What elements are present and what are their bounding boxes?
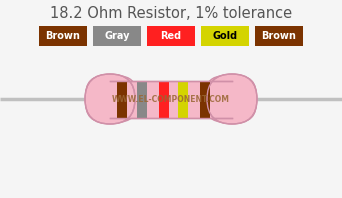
Bar <box>110 81 232 117</box>
Text: Red: Red <box>160 31 182 41</box>
Bar <box>39 26 87 46</box>
Bar <box>93 26 141 46</box>
Bar <box>255 26 303 46</box>
FancyBboxPatch shape <box>206 76 256 122</box>
Bar <box>137 81 147 117</box>
Bar <box>201 26 249 46</box>
Bar <box>117 81 127 117</box>
Bar <box>114 81 228 117</box>
Text: Gold: Gold <box>212 31 238 41</box>
Bar <box>147 26 195 46</box>
Text: Brown: Brown <box>45 31 80 41</box>
Text: Gray: Gray <box>104 31 130 41</box>
Text: Brown: Brown <box>262 31 297 41</box>
FancyBboxPatch shape <box>207 74 257 124</box>
Bar <box>110 81 232 117</box>
Bar <box>178 81 188 117</box>
Bar <box>159 81 169 117</box>
Text: WWW.EL-COMPONENT.COM: WWW.EL-COMPONENT.COM <box>112 94 230 104</box>
Bar <box>200 81 210 117</box>
FancyBboxPatch shape <box>85 74 135 124</box>
FancyBboxPatch shape <box>86 76 136 122</box>
Text: 18.2 Ohm Resistor, 1% tolerance: 18.2 Ohm Resistor, 1% tolerance <box>50 6 292 21</box>
Bar <box>120 81 182 117</box>
